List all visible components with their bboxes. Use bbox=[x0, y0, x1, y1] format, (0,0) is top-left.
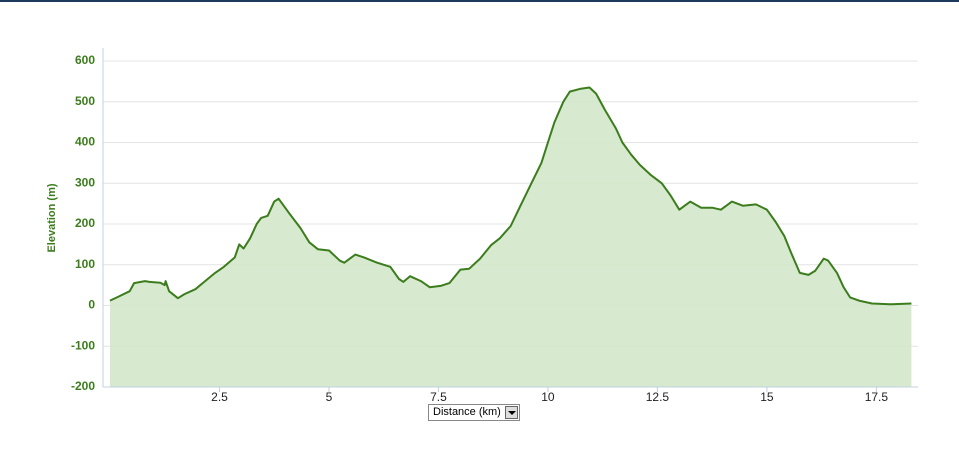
area-fill bbox=[110, 87, 912, 387]
y-tick-label: 0 bbox=[88, 298, 95, 312]
top-bar bbox=[0, 0, 959, 2]
y-tick-label: 600 bbox=[75, 53, 95, 67]
x-axis-label: Distance (km) bbox=[433, 406, 501, 418]
y-tick-label: 300 bbox=[75, 175, 95, 189]
x-tick-label: 2.5 bbox=[211, 390, 228, 404]
x-tick-label: 17.5 bbox=[865, 390, 889, 404]
y-tick-label: -200 bbox=[71, 379, 95, 393]
x-tick-label: 7.5 bbox=[430, 390, 447, 404]
y-tick-label: 500 bbox=[75, 94, 95, 108]
dropdown-arrow[interactable] bbox=[505, 406, 518, 419]
y-axis-label: Elevation (m) bbox=[46, 183, 58, 252]
y-tick-label: 400 bbox=[75, 135, 95, 149]
elevation-line bbox=[109, 86, 912, 306]
x-axis-dropdown[interactable]: Distance (km) bbox=[428, 404, 520, 421]
x-tick-label: 12.5 bbox=[646, 390, 670, 404]
y-tick-label: -100 bbox=[71, 338, 95, 352]
y-tick-label: 200 bbox=[75, 216, 95, 230]
y-tick-label: 100 bbox=[75, 257, 95, 271]
x-tick-label: 10 bbox=[541, 390, 555, 404]
x-tick-label: 15 bbox=[760, 390, 774, 404]
x-tick-label: 5 bbox=[326, 390, 333, 404]
